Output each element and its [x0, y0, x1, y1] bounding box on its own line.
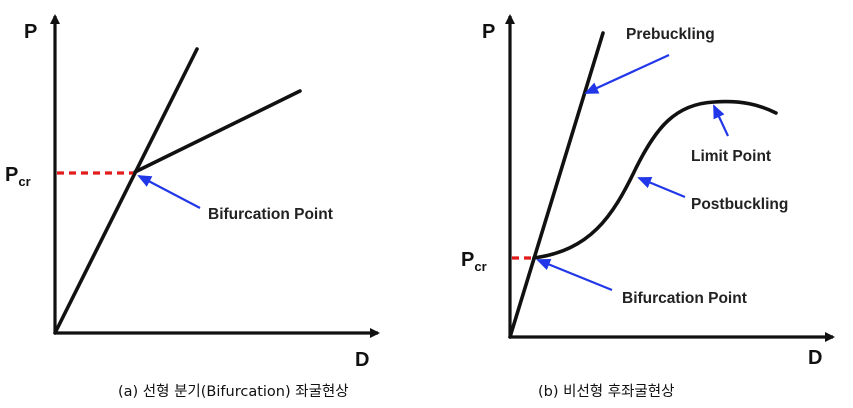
panel-a-bifurcation-point-label: Bifurcation Point — [208, 206, 333, 223]
panel-a-primary-path — [53, 47, 199, 335]
panel-a-curves — [53, 47, 302, 335]
panel-a: P D Pcr Bifurcation Point (a) 선형 분기(Bifu… — [5, 14, 380, 400]
panel-b-bifurcation-point-label: Bifurcation Point — [622, 290, 747, 307]
panel-a-secondary-path — [133, 89, 302, 174]
panel-b-prebuckling-pointer-arrow — [584, 53, 670, 95]
panel-b-prebuckling-path — [508, 31, 605, 339]
panel-b-postbuckling-path — [532, 99, 778, 260]
panel-a-pcr-label: Pcr — [5, 164, 31, 189]
panel-b-pcr-label: Pcr — [461, 249, 487, 274]
panel-b-axes: P D — [482, 14, 835, 369]
panel-a-y-axis-label: P — [24, 21, 37, 43]
panel-b-y-axis-label: P — [482, 21, 495, 43]
panel-b-pcr-main: P — [461, 249, 474, 271]
panel-b-postbuckling-label: Postbuckling — [691, 196, 788, 213]
panel-a-bifurcation-pointer-arrow — [137, 175, 201, 209]
panel-b-postbuckling-pointer-arrow — [637, 176, 686, 199]
panel-b-prebuckling-label: Prebuckling — [626, 26, 715, 43]
panel-b-bifurcation-pointer-arrow — [536, 258, 613, 292]
panel-a-pcr-main: P — [5, 164, 18, 186]
panel-b-limit-point-pointer-arrow — [713, 104, 729, 137]
panel-b-pcr-sub: cr — [474, 259, 486, 274]
panel-a-x-axis-label: D — [355, 349, 369, 371]
panel-a-caption: (a) 선형 분기(Bifurcation) 좌굴현상 — [118, 383, 349, 400]
panel-b-caption: (b) 비선형 후좌굴현상 — [538, 383, 674, 400]
panel-a-axes: P D — [24, 14, 380, 371]
panel-b-limit-point-label: Limit Point — [691, 148, 771, 165]
panel-b-x-axis-label: D — [808, 347, 822, 369]
panel-a-pcr-sub: cr — [18, 174, 30, 189]
panel-b: P D Pcr Prebuckling Limit Point Postbuck… — [461, 14, 835, 400]
